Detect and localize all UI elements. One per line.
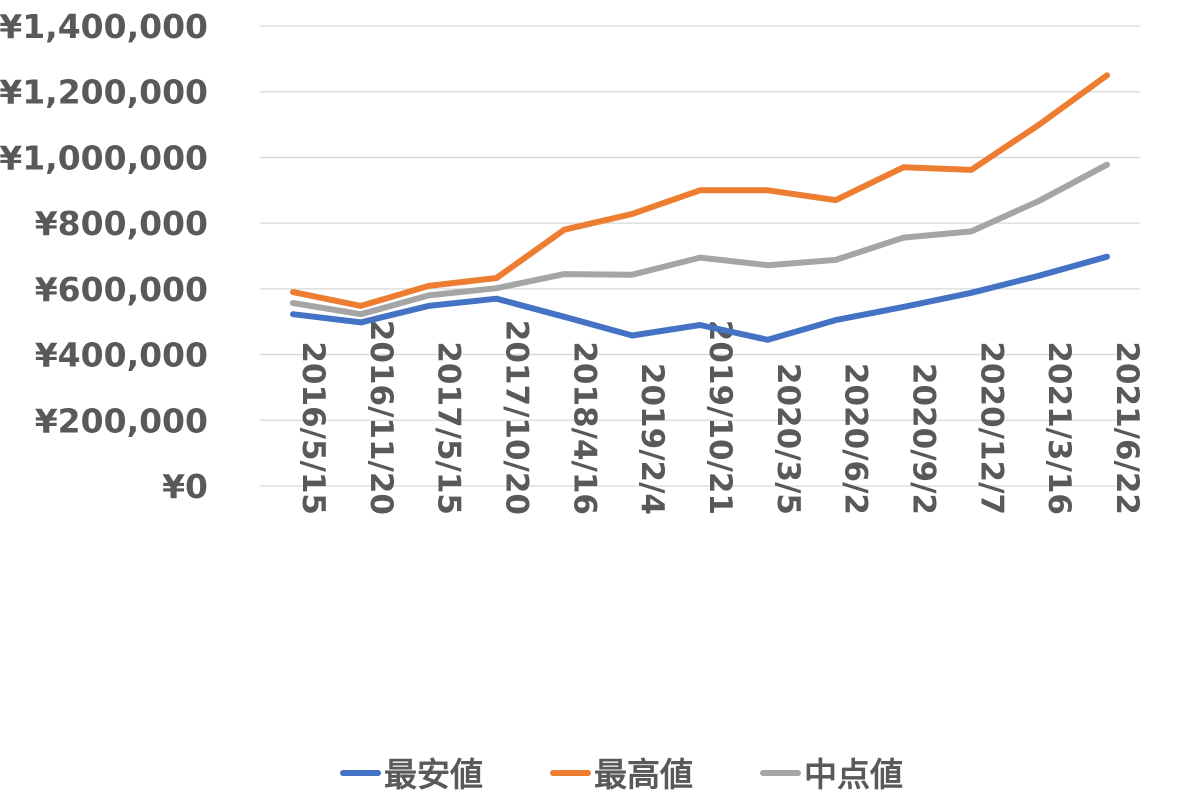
y-tick-label: ¥1,200,000 bbox=[0, 73, 208, 112]
legend: 最安値 最高値 中点値 bbox=[340, 755, 903, 794]
x-tick-label: 2020/9/2 bbox=[906, 363, 942, 515]
y-axis-labels: ¥0 ¥200,000 ¥400,000 ¥600,000 ¥800,000 ¥1,000… bbox=[0, 7, 208, 506]
series-line bbox=[290, 72, 1110, 309]
x-tick-label: 2020/6/2 bbox=[838, 363, 874, 515]
x-tick-label: 2017/5/15 bbox=[431, 341, 467, 515]
x-tick-label: 2021/3/16 bbox=[1041, 341, 1077, 515]
x-axis-labels: 2016/5/15 2016/11/20 2017/5/15 2017/10/20 20… bbox=[295, 320, 1145, 515]
x-tick-label: 2017/10/20 bbox=[499, 320, 535, 515]
y-tick-label: ¥600,000 bbox=[35, 270, 208, 309]
x-tick-label: 2020/12/7 bbox=[973, 341, 1009, 515]
gridlines bbox=[260, 25, 1140, 487]
series-line bbox=[290, 253, 1110, 343]
legend-label: 最高値 bbox=[594, 755, 693, 794]
x-tick-label: 2016/5/15 bbox=[295, 341, 331, 515]
legend-label: 中点値 bbox=[804, 755, 903, 794]
x-tick-label: 2021/6/22 bbox=[1109, 341, 1145, 515]
x-tick-label: 2019/10/21 bbox=[702, 320, 738, 515]
x-tick-label: 2016/11/20 bbox=[363, 320, 399, 515]
x-tick-label: 2018/4/16 bbox=[566, 341, 602, 515]
y-tick-label: ¥1,400,000 bbox=[0, 7, 208, 46]
y-tick-label: ¥0 bbox=[162, 467, 208, 506]
series-lines bbox=[290, 72, 1110, 343]
x-tick-label: 2020/3/5 bbox=[770, 363, 806, 515]
y-tick-label: ¥200,000 bbox=[35, 401, 208, 440]
legend-label: 最安値 bbox=[384, 755, 483, 794]
y-tick-label: ¥400,000 bbox=[35, 336, 208, 375]
series-line bbox=[290, 161, 1110, 318]
x-tick-label: 2019/2/4 bbox=[634, 363, 670, 515]
y-tick-label: ¥800,000 bbox=[35, 204, 208, 243]
y-tick-label: ¥1,000,000 bbox=[0, 138, 208, 177]
